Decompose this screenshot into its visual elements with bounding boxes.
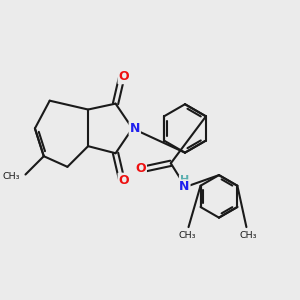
Text: CH₃: CH₃ xyxy=(178,231,196,240)
Text: H: H xyxy=(180,176,189,185)
Text: CH₃: CH₃ xyxy=(3,172,20,182)
Text: O: O xyxy=(135,162,146,175)
Text: N: N xyxy=(179,180,190,194)
Text: O: O xyxy=(118,174,129,187)
Text: CH₃: CH₃ xyxy=(239,231,256,240)
Text: O: O xyxy=(118,70,129,83)
Text: N: N xyxy=(130,122,140,135)
